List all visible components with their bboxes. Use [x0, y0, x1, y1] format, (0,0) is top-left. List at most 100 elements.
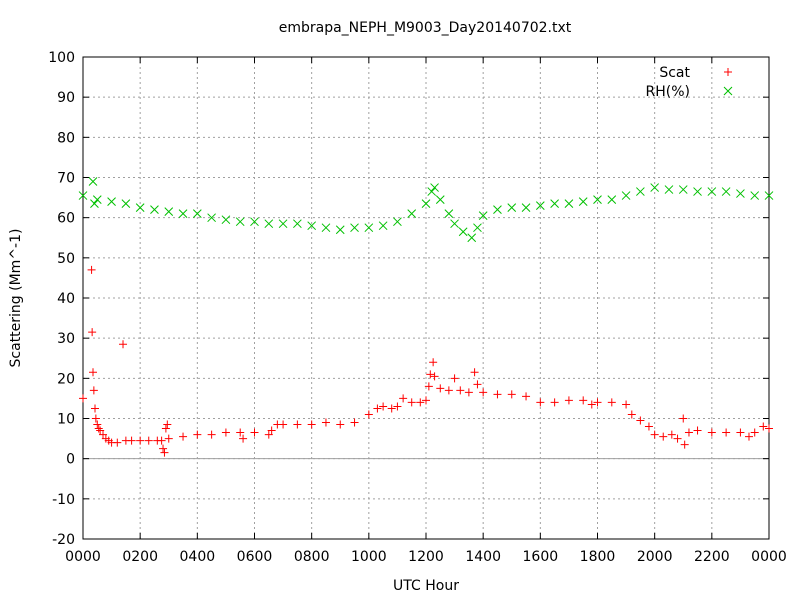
- data-point: [135, 203, 145, 212]
- data-point: [79, 394, 87, 403]
- x-axis-label: UTC Hour: [393, 578, 459, 594]
- data-point: [107, 197, 116, 206]
- data-point: [593, 398, 602, 407]
- y-tick-label: -20: [52, 532, 75, 548]
- data-point: [765, 424, 773, 433]
- data-point: [99, 430, 108, 439]
- data-point: [387, 404, 396, 413]
- data-point: [479, 388, 488, 397]
- legend-label-scat: Scat: [659, 65, 690, 81]
- data-point: [473, 380, 482, 389]
- data-point: [207, 213, 216, 223]
- data-point: [621, 191, 631, 200]
- data-point: [564, 199, 574, 208]
- data-point: [239, 434, 248, 443]
- data-point: [407, 209, 417, 219]
- data-point: [521, 203, 531, 212]
- data-point: [664, 185, 674, 194]
- data-point: [407, 398, 416, 407]
- data-point: [693, 187, 702, 196]
- y-tick-label: 20: [57, 371, 75, 387]
- data-point: [159, 444, 168, 453]
- x-tick-label: 2200: [694, 549, 730, 565]
- data-point: [350, 223, 359, 233]
- data-point: [535, 201, 545, 210]
- data-point: [113, 438, 122, 447]
- data-point: [264, 430, 273, 439]
- data-point: [744, 432, 753, 441]
- data-point: [424, 382, 433, 391]
- data-point: [161, 424, 170, 433]
- data-point: [96, 426, 105, 435]
- data-point: [759, 422, 768, 431]
- data-point: [89, 386, 98, 395]
- data-point: [416, 398, 425, 407]
- data-point: [321, 223, 331, 233]
- data-point: [87, 265, 96, 274]
- data-point: [522, 392, 531, 401]
- data-point: [119, 340, 128, 349]
- data-point: [293, 219, 302, 229]
- data-point: [207, 430, 216, 439]
- data-point: [507, 390, 516, 399]
- data-point: [470, 368, 479, 377]
- data-point: [458, 227, 468, 237]
- x-tick-label: 1800: [580, 549, 616, 565]
- data-point: [473, 223, 482, 233]
- data-point: [680, 440, 689, 449]
- y-tick-label: 10: [57, 412, 75, 428]
- data-point: [336, 420, 345, 429]
- series-scat: [79, 265, 773, 457]
- data-point: [456, 386, 465, 395]
- x-tick-label: 0400: [180, 549, 216, 565]
- data-point: [722, 428, 731, 437]
- x-tick-label: 2000: [637, 549, 673, 565]
- y-tick-label: 0: [66, 452, 75, 468]
- data-point: [636, 187, 645, 196]
- data-point: [293, 420, 302, 429]
- data-point: [250, 217, 259, 227]
- data-point: [278, 219, 288, 229]
- data-point: [736, 428, 745, 437]
- y-tick-label: 40: [57, 291, 75, 307]
- data-point: [636, 416, 645, 425]
- data-point: [264, 219, 274, 229]
- x-tick-label: 0800: [294, 549, 330, 565]
- data-point: [393, 217, 402, 227]
- data-point: [144, 436, 153, 445]
- data-point: [250, 428, 259, 437]
- x-tick-label: 0000: [65, 549, 101, 565]
- data-point: [164, 434, 173, 443]
- data-point: [627, 410, 636, 419]
- y-tick-label: 90: [57, 90, 75, 106]
- data-point: [373, 404, 382, 413]
- data-point: [493, 205, 502, 214]
- y-tick-label: 100: [48, 50, 75, 66]
- data-point: [684, 428, 693, 437]
- data-point: [693, 426, 702, 435]
- data-point: [121, 199, 131, 208]
- y-tick-label: 50: [57, 251, 75, 267]
- data-point: [650, 430, 659, 439]
- chart-title: embrapa_NEPH_M9003_Day20140702.txt: [279, 20, 572, 36]
- data-point: [88, 177, 98, 186]
- data-point: [644, 422, 653, 431]
- legend-label-rh: RH(%): [646, 84, 690, 100]
- data-point: [236, 428, 245, 437]
- data-point: [750, 428, 759, 437]
- data-point: [564, 396, 573, 405]
- y-tick-label: 70: [57, 171, 75, 187]
- data-point: [467, 233, 477, 243]
- x-tick-label: 0200: [122, 549, 158, 565]
- data-point: [193, 430, 202, 439]
- data-point: [192, 209, 202, 219]
- data-point: [92, 195, 102, 204]
- data-point: [150, 205, 159, 214]
- y-tick-label: 60: [57, 211, 75, 227]
- data-point: [221, 215, 231, 225]
- data-point: [279, 420, 288, 429]
- data-point: [364, 410, 373, 419]
- data-point: [550, 398, 559, 407]
- data-point: [587, 400, 596, 409]
